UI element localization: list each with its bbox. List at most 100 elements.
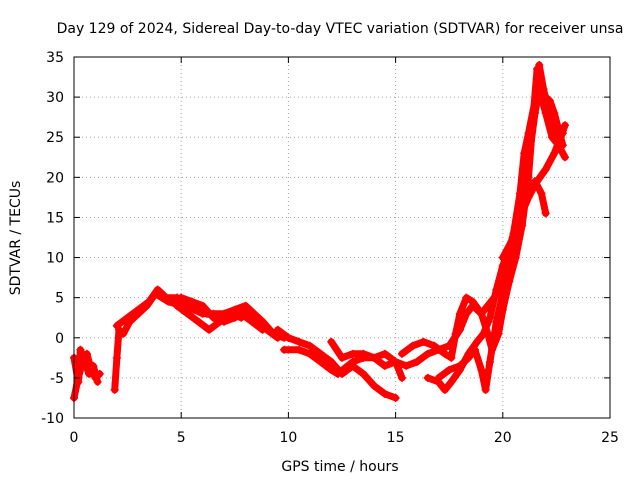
- data-point-marker: [95, 369, 104, 378]
- data-point-marker: [423, 373, 432, 382]
- data-point-marker: [413, 357, 422, 366]
- data-point-marker: [198, 301, 207, 310]
- data-point-marker: [112, 353, 121, 362]
- data-point-marker: [533, 177, 542, 186]
- data-point-marker: [172, 301, 181, 310]
- data-point-marker: [477, 309, 486, 318]
- y-tick-label: 20: [46, 170, 64, 186]
- data-point-marker: [520, 149, 529, 158]
- data-point-marker: [464, 353, 473, 362]
- y-tick-label: 25: [46, 130, 64, 146]
- data-series-group: [70, 61, 569, 402]
- data-point-marker: [327, 357, 336, 366]
- data-point-marker: [110, 385, 119, 394]
- data-point-marker: [455, 361, 464, 370]
- axis-ticks: 0 5 10 15 20 25 -10 -5 0 5 10 15 20 25 30 35: [41, 50, 619, 446]
- data-point-marker: [507, 237, 516, 246]
- data-point-marker: [402, 361, 411, 370]
- data-point-marker: [241, 305, 250, 314]
- data-point-marker: [470, 345, 479, 354]
- data-point-marker: [539, 85, 548, 94]
- data-point-marker: [305, 349, 314, 358]
- data-point-marker: [380, 349, 389, 358]
- data-point-marker: [91, 373, 100, 382]
- data-point-marker: [430, 341, 439, 350]
- data-point-marker: [370, 353, 379, 362]
- data-point-marker: [209, 313, 218, 322]
- data-point-marker: [215, 317, 224, 326]
- data-point-marker: [485, 313, 494, 322]
- data-point-marker: [560, 121, 569, 130]
- data-point-marker: [541, 165, 550, 174]
- data-point-marker: [419, 337, 428, 346]
- data-point-marker: [548, 133, 557, 142]
- data-point-marker: [123, 313, 132, 322]
- data-point-marker: [462, 293, 471, 302]
- data-point-marker: [524, 129, 533, 138]
- data-point-marker: [305, 341, 314, 350]
- data-point-marker: [447, 353, 456, 362]
- data-point-marker: [537, 189, 546, 198]
- data-point-marker: [134, 305, 143, 314]
- data-point-marker: [485, 357, 494, 366]
- data-point-marker: [252, 313, 261, 322]
- data-point-marker: [327, 337, 336, 346]
- data-point-marker: [82, 349, 91, 358]
- data-point-marker: [327, 365, 336, 374]
- x-tick-label: 10: [279, 430, 297, 446]
- data-point-marker: [380, 389, 389, 398]
- data-point-marker: [530, 97, 539, 106]
- data-point-marker: [440, 349, 449, 358]
- data-point-marker: [509, 229, 518, 238]
- y-tick-label: 30: [46, 90, 64, 106]
- data-point-marker: [498, 253, 507, 262]
- data-point-marker: [545, 117, 554, 126]
- data-point-marker: [348, 357, 357, 366]
- data-point-marker: [359, 369, 368, 378]
- x-tick-label: 5: [177, 430, 186, 446]
- data-point-marker: [183, 309, 192, 318]
- data-point-marker: [145, 297, 154, 306]
- data-point-marker: [481, 385, 490, 394]
- data-point-marker: [535, 61, 544, 70]
- data-point-marker: [247, 317, 256, 326]
- series-line: [510, 61, 567, 237]
- data-point-marker: [455, 309, 464, 318]
- data-point-marker: [187, 297, 196, 306]
- data-point-marker: [153, 285, 162, 294]
- data-point-marker: [333, 369, 342, 378]
- data-point-marker: [558, 129, 567, 138]
- data-point-marker: [445, 365, 454, 374]
- data-point-marker: [492, 317, 501, 326]
- data-point-marker: [550, 149, 559, 158]
- data-point-marker: [162, 293, 171, 302]
- x-axis-label: GPS time / hours: [281, 459, 398, 475]
- y-tick-label: 5: [55, 291, 64, 307]
- data-point-marker: [226, 313, 235, 322]
- data-point-marker: [423, 349, 432, 358]
- data-point-marker: [359, 349, 368, 358]
- data-point-marker: [205, 325, 214, 334]
- x-tick-label: 20: [494, 430, 512, 446]
- data-point-marker: [273, 333, 282, 342]
- data-point-marker: [473, 337, 482, 346]
- data-point-marker: [76, 345, 85, 354]
- y-tick-label: 15: [46, 210, 64, 226]
- data-point-marker: [194, 317, 203, 326]
- data-point-marker: [316, 357, 325, 366]
- data-point-marker: [258, 325, 267, 334]
- data-point-marker: [398, 373, 407, 382]
- data-point-marker: [477, 365, 486, 374]
- plot-frame: [73, 56, 611, 419]
- data-point-marker: [166, 297, 175, 306]
- data-point-marker: [338, 353, 346, 362]
- data-point-marker: [408, 341, 417, 350]
- data-point-marker: [505, 261, 514, 270]
- data-point-marker: [177, 293, 186, 302]
- data-point-marker: [348, 349, 357, 358]
- data-point-marker: [440, 385, 449, 394]
- y-tick-label: 10: [46, 251, 64, 267]
- data-point-marker: [479, 329, 488, 338]
- grid-lines: [74, 57, 610, 418]
